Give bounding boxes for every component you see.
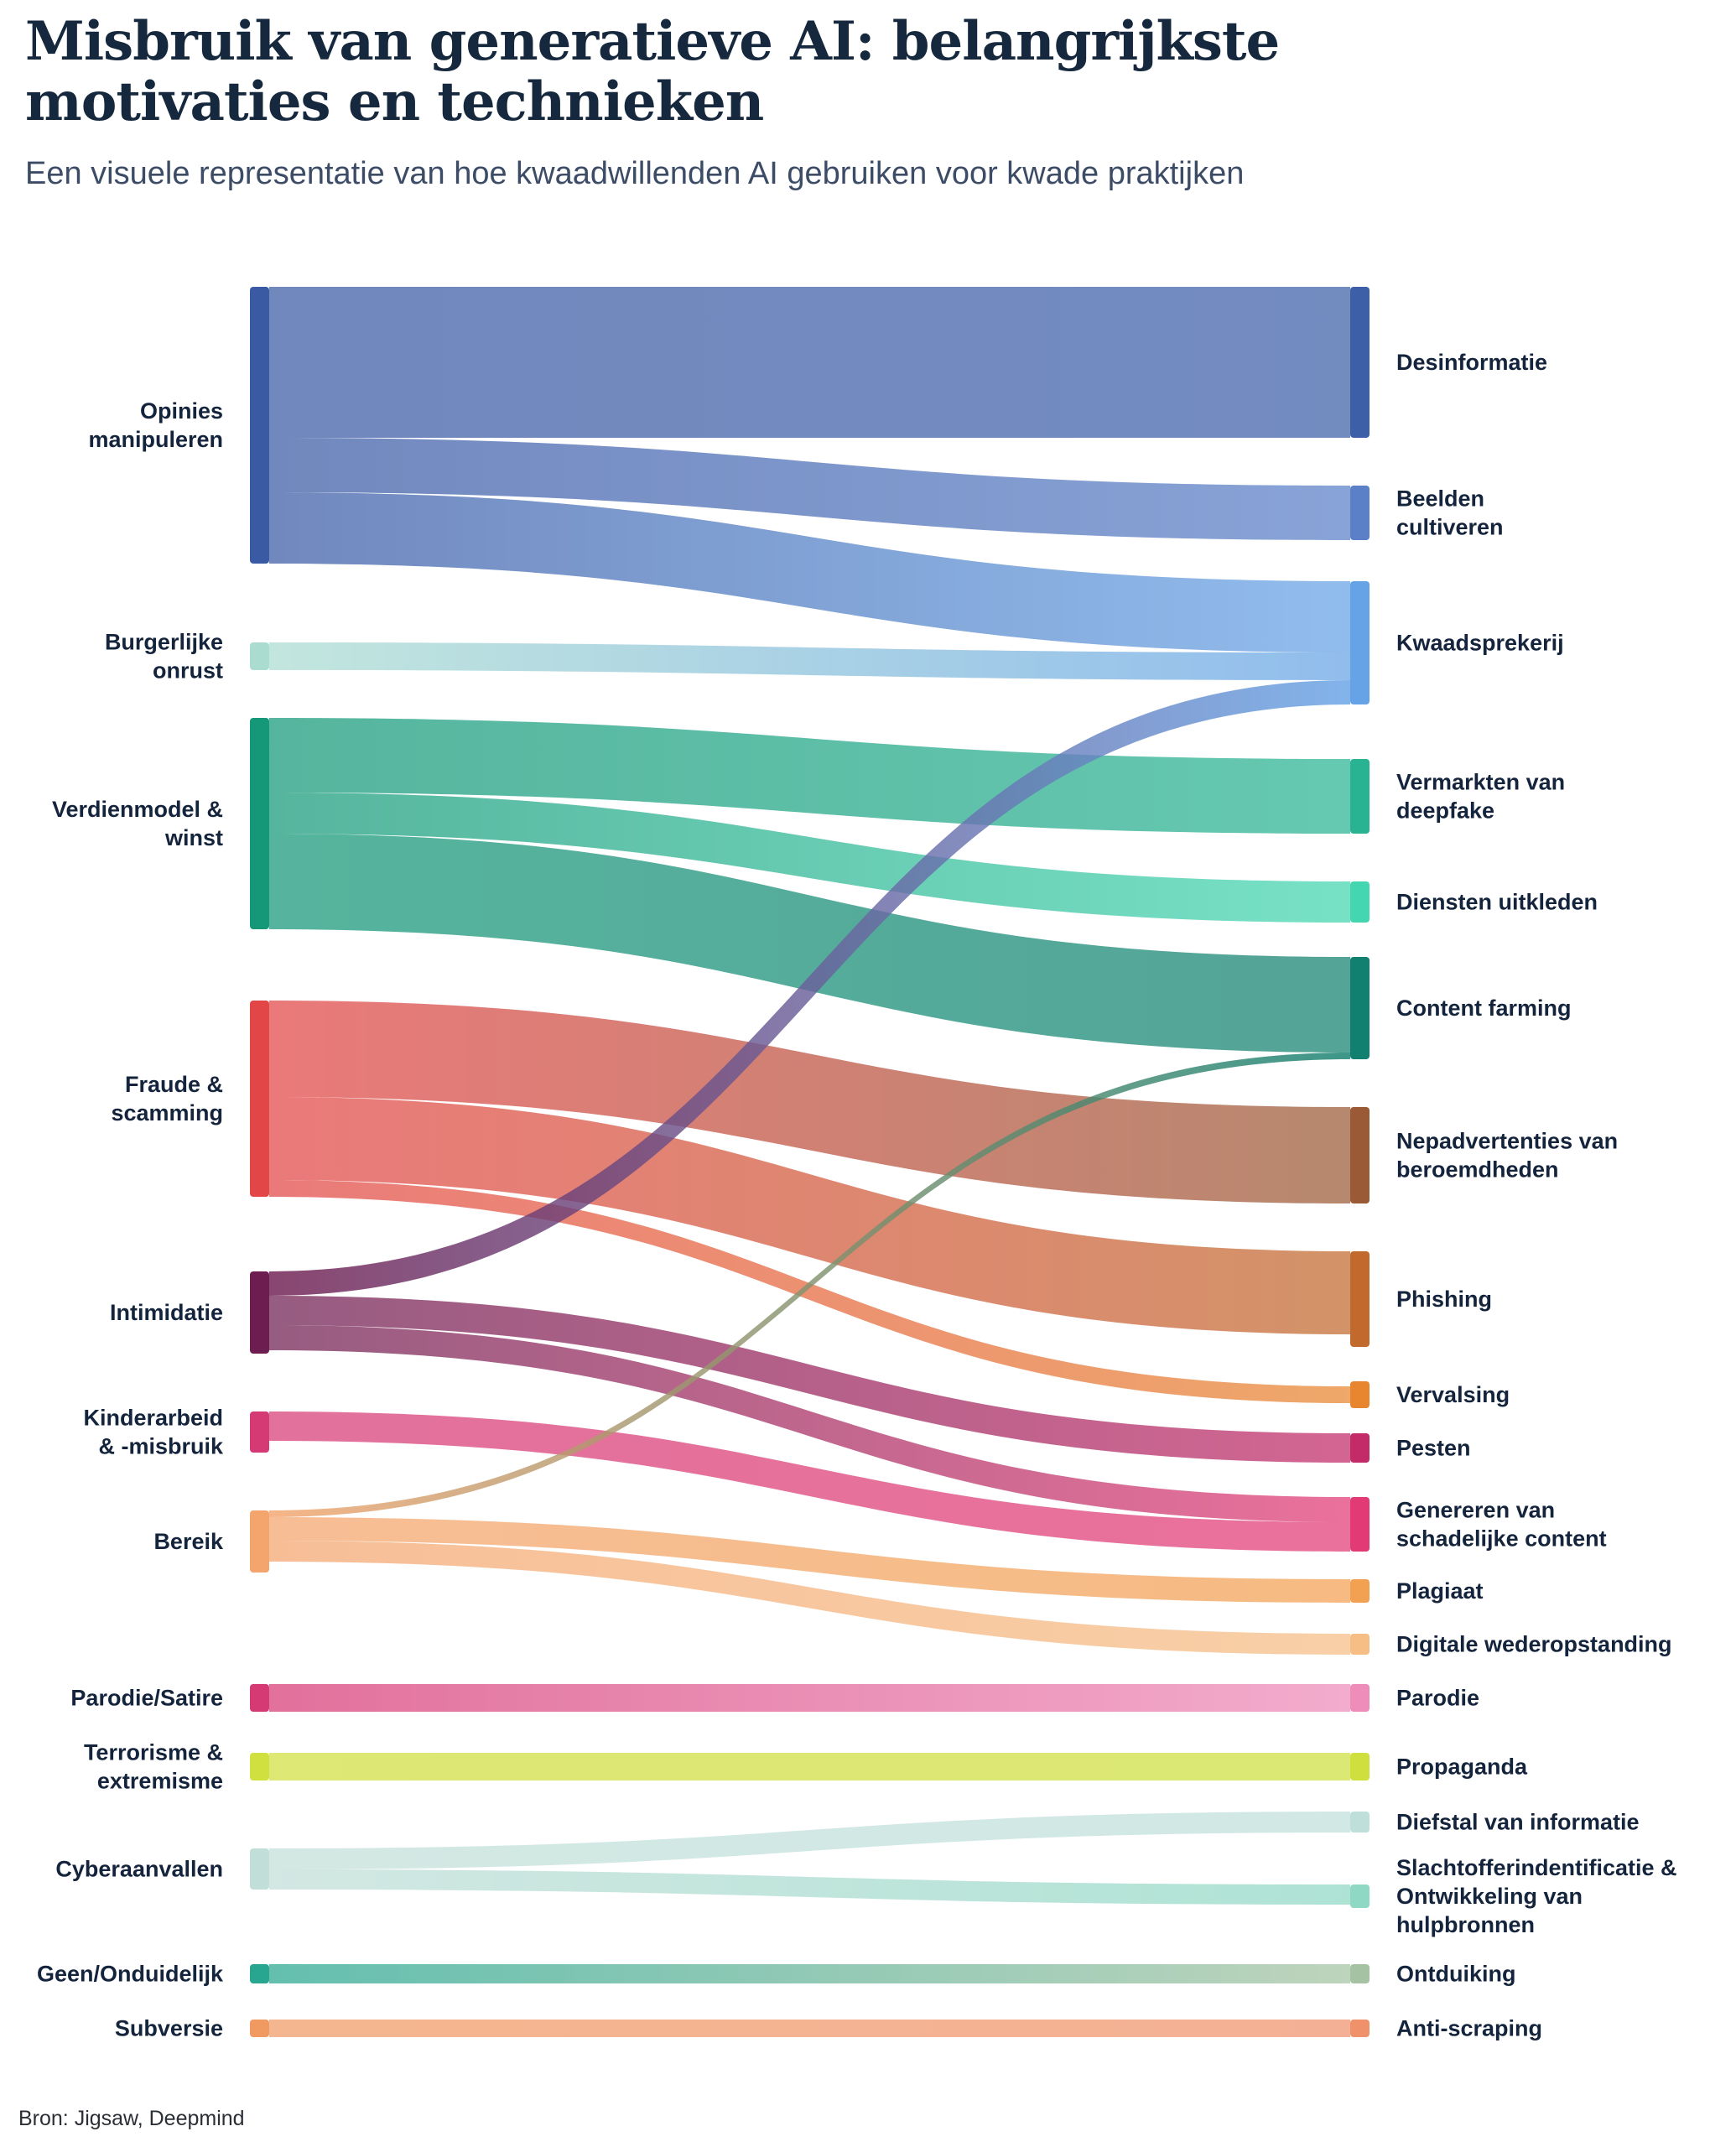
sankey-node-fraude <box>250 1001 269 1197</box>
node-label-geen: Geen/Onduidelijk <box>37 1962 224 1987</box>
node-label-kwaadsprekerij: Kwaadsprekerij <box>1396 631 1564 656</box>
node-label-burgerlijke: Burgerlijke onrust <box>105 630 223 684</box>
sankey-node-plagiaat <box>1350 1579 1370 1603</box>
node-label-pesten: Pesten <box>1396 1436 1471 1461</box>
flow-bereik-to-plagiaat <box>269 1517 1350 1603</box>
sankey-node-diefstal <box>1350 1812 1370 1832</box>
sankey-node-ontduiking <box>1350 1964 1370 1983</box>
flow-kinderarbeid-to-genereren <box>269 1411 1350 1552</box>
node-label-subversie: Subversie <box>115 2016 223 2041</box>
sankey-node-diensten <box>1350 881 1370 923</box>
node-label-kinderarbeid: Kinderarbeid & -misbruik <box>83 1406 224 1459</box>
flow-verdienmodel-to-diensten <box>269 793 1350 923</box>
node-label-beelden: Beelden cultiveren <box>1396 486 1504 540</box>
node-label-intimidatie: Intimidatie <box>110 1300 223 1325</box>
flow-fraude-to-vervalsing <box>269 1180 1350 1403</box>
flow-opinies-to-beelden <box>269 438 1350 540</box>
node-label-phishing: Phishing <box>1396 1287 1492 1312</box>
sankey-node-burgerlijke <box>250 642 269 670</box>
node-label-content_farming: Content farming <box>1396 996 1572 1021</box>
flow-fraude-to-phishing <box>269 1097 1350 1334</box>
node-label-anti_scraping: Anti-scraping <box>1396 2016 1542 2041</box>
node-label-vermarkten: Vermarkten van deepfake <box>1396 770 1565 824</box>
sankey-node-nepadvertenties <box>1350 1107 1370 1203</box>
flow-parodie_satire-to-parodie <box>269 1684 1350 1712</box>
node-label-plagiaat: Plagiaat <box>1396 1578 1484 1604</box>
flow-verdienmodel-to-content_farming <box>269 834 1350 1053</box>
flow-burgerlijke-to-kwaadsprekerij <box>269 642 1350 680</box>
node-label-parodie_satire: Parodie/Satire <box>70 1686 223 1711</box>
sankey-node-kinderarbeid <box>250 1411 269 1453</box>
node-label-genereren: Genereren van schadelijke content <box>1396 1498 1607 1552</box>
sankey-node-vervalsing <box>1350 1381 1370 1408</box>
sankey-node-beelden <box>1350 486 1370 540</box>
sankey-node-parodie <box>1350 1684 1370 1712</box>
sankey-node-content_farming <box>1350 957 1370 1059</box>
flow-intimidatie-to-pesten <box>269 1296 1350 1463</box>
node-label-vervalsing: Vervalsing <box>1396 1382 1510 1407</box>
sankey-node-verdienmodel <box>250 718 269 929</box>
flow-opinies-to-desinformatie <box>269 287 1350 438</box>
flow-intimidatie-to-genereren <box>269 1325 1350 1522</box>
node-label-diefstal: Diefstal van informatie <box>1396 1810 1640 1835</box>
flow-subversie-to-anti_scraping <box>269 2020 1350 2037</box>
sankey-node-kwaadsprekerij <box>1350 581 1370 704</box>
flow-verdienmodel-to-vermarkten <box>269 718 1350 834</box>
source-attribution: Bron: Jigsaw, Deepmind <box>18 2107 245 2130</box>
node-label-parodie: Parodie <box>1396 1686 1479 1711</box>
node-label-terrorisme: Terrorisme & extremisme <box>84 1740 223 1794</box>
sankey-node-pesten <box>1350 1433 1370 1463</box>
sankey-node-terrorisme <box>250 1753 269 1781</box>
node-label-nepadvertenties: Nepadvertenties van beroemdheden <box>1396 1129 1618 1183</box>
node-label-verdienmodel: Verdienmodel & winst <box>52 797 223 850</box>
sankey-node-phishing <box>1350 1251 1370 1347</box>
flow-intimidatie-to-kwaadsprekerij <box>269 680 1350 1296</box>
node-label-digitale: Digitale wederopstanding <box>1396 1632 1672 1657</box>
page-subtitle: Een visuele representatie van hoe kwaadw… <box>25 155 1245 191</box>
sankey-node-genereren <box>1350 1497 1370 1552</box>
node-label-slachtoffer: Slachtofferindentificatie & Ontwikkeling … <box>1396 1855 1677 1937</box>
sankey-node-subversie <box>250 2020 269 2037</box>
flow-fraude-to-nepadvertenties <box>269 1001 1350 1203</box>
flow-bereik-to-content_farming <box>269 1053 1350 1517</box>
header: Misbruik van generatieve AI: belangrijks… <box>25 10 1468 195</box>
node-label-propaganda: Propaganda <box>1396 1755 1528 1780</box>
flow-cyberaanvallen-to-slachtoffer <box>269 1869 1350 1905</box>
flow-opinies-to-kwaadsprekerij <box>269 492 1350 652</box>
node-label-desinformatie: Desinformatie <box>1396 350 1547 375</box>
sankey-node-cyberaanvallen <box>250 1848 269 1890</box>
sankey-node-parodie_satire <box>250 1684 269 1712</box>
sankey-node-slachtoffer <box>1350 1884 1370 1908</box>
flow-terrorisme-to-propaganda <box>269 1753 1350 1781</box>
page-title: Misbruik van generatieve AI: belangrijks… <box>25 10 1280 134</box>
sankey-node-bereik <box>250 1510 269 1573</box>
sankey-node-intimidatie <box>250 1271 269 1354</box>
sankey-node-anti_scraping <box>1350 2020 1370 2037</box>
node-label-diensten: Diensten uitkleden <box>1396 890 1598 915</box>
sankey-node-vermarkten <box>1350 759 1370 834</box>
sankey-node-opinies <box>250 287 269 564</box>
sankey-node-digitale <box>1350 1634 1370 1655</box>
node-label-cyberaanvallen: Cyberaanvallen <box>55 1857 223 1882</box>
flow-cyberaanvallen-to-diefstal <box>269 1812 1350 1869</box>
flow-bereik-to-digitale <box>269 1541 1350 1655</box>
node-label-bereik: Bereik <box>153 1529 224 1554</box>
node-label-opinies: Opinies manipuleren <box>88 398 223 452</box>
sankey-node-geen <box>250 1964 269 1983</box>
node-label-ontduiking: Ontduiking <box>1396 1962 1515 1987</box>
sankey-node-propaganda <box>1350 1753 1370 1781</box>
node-label-fraude: Fraude & scamming <box>111 1072 223 1125</box>
flow-geen-to-ontduiking <box>269 1964 1350 1983</box>
sankey-node-desinformatie <box>1350 287 1370 438</box>
